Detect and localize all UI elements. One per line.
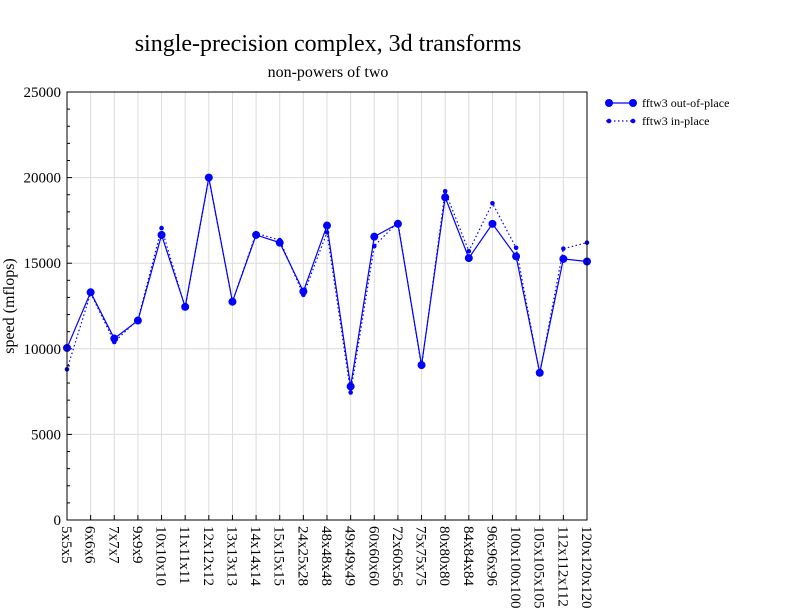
plot-series xyxy=(63,173,591,395)
x-tick-label: 13x13x13 xyxy=(223,526,239,586)
plot-frame xyxy=(66,91,588,521)
data-point xyxy=(111,339,117,345)
legend-marker xyxy=(606,118,612,124)
y-tick-label: 5000 xyxy=(31,427,61,443)
data-point xyxy=(348,390,353,395)
data-point xyxy=(490,200,495,206)
y-axis: 0 5000 10000 15000 20000 25000 xyxy=(24,85,72,529)
data-point xyxy=(442,188,448,194)
legend-marker xyxy=(605,99,613,107)
chart-title: single-precision complex, 3d transforms xyxy=(135,31,522,57)
data-point xyxy=(253,230,259,236)
y-tick-label: 25000 xyxy=(24,85,62,101)
x-axis: 5x5x5 6x6x6 7x7x7 9x9x9 10x10x10 11x11x11 12x1… xyxy=(58,515,594,609)
legend-item-1: fftw3 in-place xyxy=(606,114,709,128)
data-point xyxy=(135,317,141,322)
x-tick-label: 72x60x56 xyxy=(389,526,405,587)
x-tick-label: 15x15x15 xyxy=(271,526,287,586)
x-tick-label: 9x9x9 xyxy=(129,526,145,564)
data-point xyxy=(299,287,308,296)
x-tick-label: 6x6x6 xyxy=(82,526,98,564)
series-0 xyxy=(63,173,591,391)
data-point xyxy=(346,382,355,391)
data-point xyxy=(466,248,472,254)
data-point xyxy=(370,232,379,241)
data-point xyxy=(323,221,331,230)
legend-label: fftw3 out-of-place xyxy=(642,96,729,110)
data-point xyxy=(230,299,235,305)
x-tick-label: 11x11x11 xyxy=(176,526,192,584)
x-tick-label: 112x112x112 xyxy=(554,526,570,607)
x-tick-label: 75x75x75 xyxy=(413,526,429,586)
data-point xyxy=(561,246,566,251)
x-tick-label: 7x7x7 xyxy=(105,526,121,564)
data-point xyxy=(157,230,166,239)
data-point xyxy=(277,237,283,243)
x-tick-label: 120x120x120 xyxy=(578,526,594,609)
x-tick-label: 5x5x5 xyxy=(58,526,74,564)
y-tick-label: 0 xyxy=(54,513,62,529)
data-point xyxy=(301,292,306,298)
legend-label: fftw3 in-place xyxy=(642,114,709,128)
data-point xyxy=(324,230,330,235)
data-point xyxy=(206,176,212,181)
data-point xyxy=(371,243,377,249)
data-point xyxy=(537,371,543,376)
x-tick-label: 48x48x48 xyxy=(318,526,334,586)
x-tick-label: 80x80x80 xyxy=(436,526,452,586)
data-point xyxy=(395,219,401,225)
y-tick-label: 20000 xyxy=(24,171,62,187)
x-tick-label: 12x12x12 xyxy=(200,526,216,586)
data-point xyxy=(88,290,93,296)
x-tick-label: 10x10x10 xyxy=(153,526,169,586)
y-tick-label: 15000 xyxy=(24,256,62,272)
legend: fftw3 out-of-place fftw3 in-place xyxy=(605,96,729,128)
y-tick-label: 10000 xyxy=(24,342,62,358)
data-point xyxy=(559,254,568,263)
data-point xyxy=(512,252,521,261)
data-point xyxy=(513,245,519,251)
grid xyxy=(67,92,587,520)
data-point xyxy=(159,225,164,231)
x-tick-label: 60x60x60 xyxy=(365,526,381,586)
chart-subtitle: non-powers of two xyxy=(268,64,389,81)
x-tick-label: 14x14x14 xyxy=(247,526,263,587)
legend-marker xyxy=(629,99,637,107)
legend-marker xyxy=(630,118,636,124)
y-axis-label: speed (mflops) xyxy=(1,258,18,354)
x-tick-label: 100x100x100 xyxy=(507,526,523,609)
data-point xyxy=(182,305,188,311)
x-tick-label: 105x105x105 xyxy=(531,526,547,609)
series-1 xyxy=(64,176,590,395)
x-tick-label: 96x96x96 xyxy=(483,526,499,587)
data-point xyxy=(419,364,424,370)
x-tick-label: 49x49x49 xyxy=(342,526,358,586)
data-point xyxy=(488,219,497,228)
data-point xyxy=(464,254,473,263)
x-tick-label: 24x25x28 xyxy=(294,526,310,586)
x-tick-label: 84x84x84 xyxy=(460,526,476,587)
legend-item-0: fftw3 out-of-place xyxy=(605,96,729,110)
